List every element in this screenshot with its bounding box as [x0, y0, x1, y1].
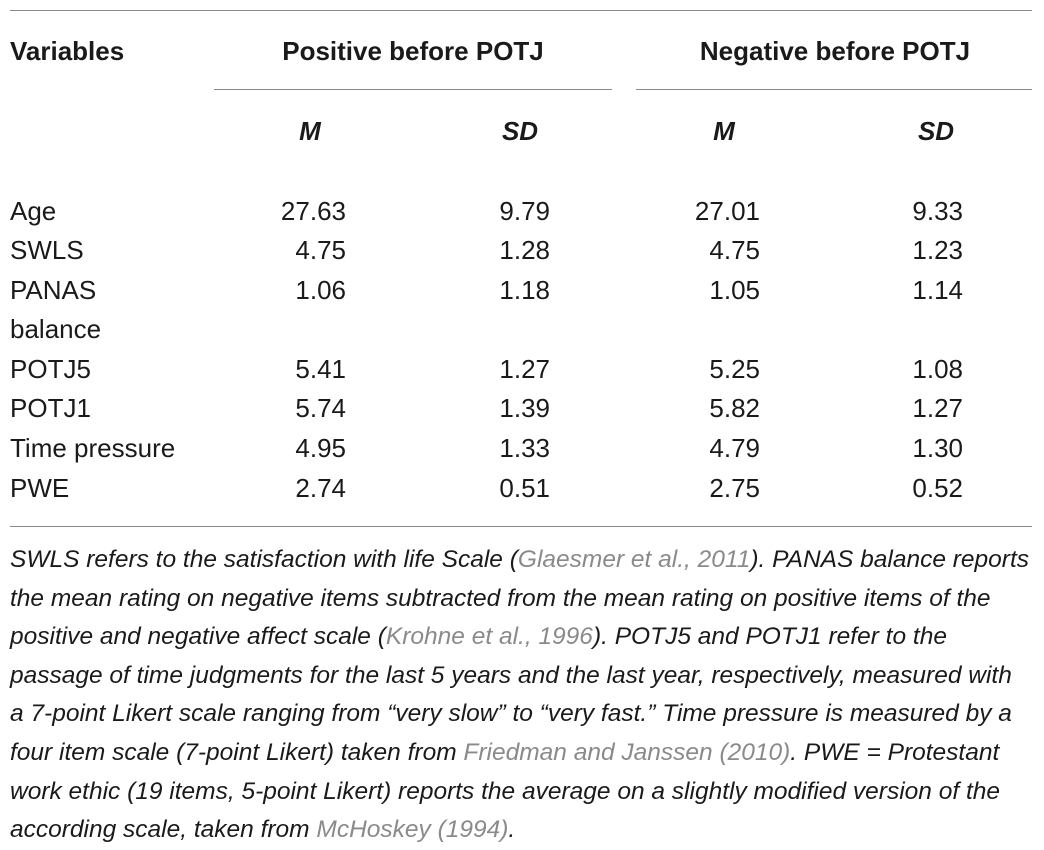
- cell-sd-negative: 1.08: [912, 354, 963, 384]
- cell-m-negative: 4.79: [709, 433, 760, 463]
- cell-m-positive: 2.74: [295, 473, 346, 503]
- cell-m-negative: 27.01: [694, 196, 760, 226]
- cell-sd-positive: 1.39: [499, 393, 550, 423]
- cell-sd-positive: 1.27: [499, 354, 550, 384]
- citation-link[interactable]: Friedman and Janssen (2010): [463, 738, 791, 766]
- header-group-negative: Negative before POTJ: [699, 36, 971, 66]
- cell-sd-positive: 1.18: [499, 275, 550, 305]
- header-sd-negative: SD: [917, 116, 955, 146]
- footnote-text: . PWE = Protestant work ethic (19 items,…: [10, 738, 1001, 844]
- row-label: POTJ1: [10, 393, 91, 423]
- row-label-continued: balance: [10, 314, 102, 344]
- cell-sd-negative: 1.27: [912, 393, 963, 423]
- cell-sd-negative: 1.30: [912, 433, 963, 463]
- footnote-text: SWLS refers to the satisfaction with lif…: [10, 546, 518, 573]
- cell-m-negative: 2.75: [709, 473, 760, 503]
- header-m-positive: M: [299, 116, 321, 146]
- cell-sd-positive: 0.51: [499, 473, 550, 503]
- cell-m-positive: 4.75: [295, 235, 346, 265]
- header-sd-positive: SD: [501, 116, 539, 146]
- row-label: POTJ5: [10, 354, 91, 384]
- row-label: PANAS: [10, 275, 97, 305]
- cell-m-negative: 1.05: [709, 275, 760, 305]
- cell-sd-negative: 0.52: [912, 473, 963, 503]
- table-bottom-rule: [10, 526, 1032, 527]
- cell-sd-negative: 9.33: [912, 196, 963, 226]
- footnote-text: ). PANAS balance reports the mean rating…: [10, 546, 1030, 651]
- header-m-negative: M: [713, 116, 735, 146]
- group-positive-rule: [214, 89, 612, 90]
- row-label: SWLS: [10, 235, 84, 265]
- cell-sd-positive: 9.79: [499, 196, 550, 226]
- footnote-text: ). POTJ5 and POTJ1 refer to the passage …: [10, 623, 1012, 766]
- table-footnote: SWLS refers to the satisfaction with lif…: [10, 541, 1030, 850]
- cell-sd-positive: 1.28: [499, 235, 550, 265]
- row-label: Age: [10, 196, 57, 226]
- cell-m-positive: 1.06: [295, 275, 346, 305]
- cell-m-positive: 5.41: [295, 354, 346, 384]
- cell-m-negative: 4.75: [709, 235, 760, 265]
- cell-m-negative: 5.25: [709, 354, 760, 384]
- header-group-positive: Positive before POTJ: [282, 36, 544, 66]
- citation-link[interactable]: McHoskey (1994): [316, 816, 509, 844]
- cell-sd-negative: 1.14: [912, 275, 963, 305]
- cell-m-positive: 5.74: [295, 393, 346, 423]
- citation-link[interactable]: Glaesmer et al., 2011: [517, 546, 751, 573]
- table-top-rule: [10, 10, 1032, 11]
- group-negative-rule: [636, 89, 1032, 90]
- citation-link[interactable]: Krohne et al., 1996: [385, 623, 593, 651]
- cell-sd-positive: 1.33: [499, 433, 550, 463]
- footnote-text: .: [508, 816, 516, 844]
- cell-m-positive: 4.95: [295, 433, 346, 463]
- cell-m-positive: 27.63: [280, 196, 346, 226]
- header-variables: Variables: [10, 36, 125, 66]
- row-label: Time pressure: [10, 433, 176, 463]
- row-label: PWE: [10, 473, 70, 503]
- cell-m-negative: 5.82: [709, 393, 760, 423]
- cell-sd-negative: 1.23: [912, 235, 963, 265]
